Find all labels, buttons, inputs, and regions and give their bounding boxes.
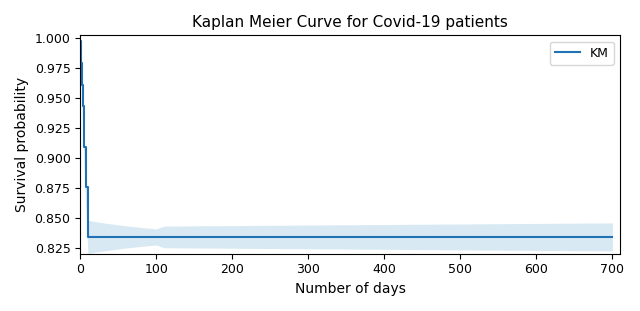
Line: KM: KM (80, 41, 612, 237)
KM (130, 235, 138, 239)
KM (76, 39, 84, 43)
KM (487, 235, 495, 239)
KM (578, 235, 586, 239)
Legend: KM: KM (550, 42, 614, 65)
KM (84, 235, 92, 239)
KM (335, 235, 342, 239)
KM (137, 235, 145, 239)
X-axis label: Number of days: Number of days (294, 282, 406, 296)
KM (609, 235, 616, 239)
Y-axis label: Survival probability: Survival probability (15, 77, 29, 212)
KM (396, 235, 403, 239)
Title: Kaplan Meier Curve for Covid-19 patients: Kaplan Meier Curve for Covid-19 patients (192, 15, 508, 30)
